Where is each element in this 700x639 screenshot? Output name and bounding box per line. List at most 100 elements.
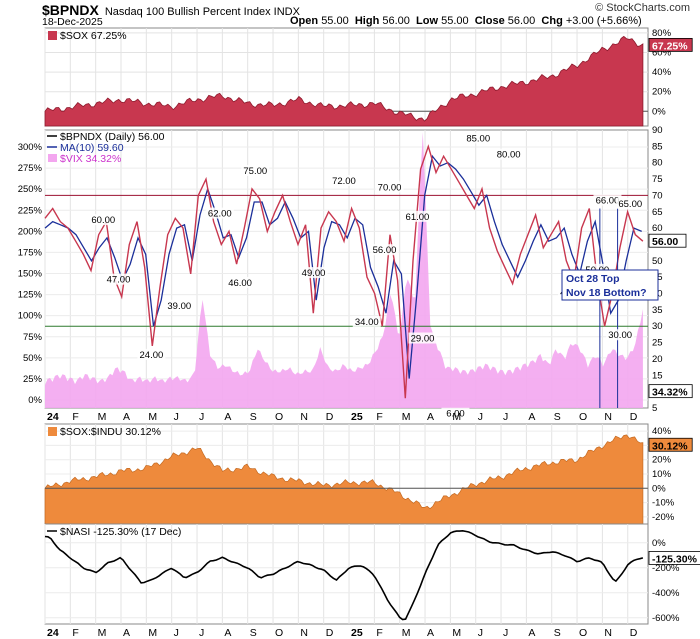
nasi-tick-label: -600% [652,613,680,624]
nasi-last-value-box [648,551,700,565]
vix-last-value: 34.32% [648,384,693,399]
annotation-label: 66.00 [596,195,620,206]
bpndx-legend-2: $VIX 34.32% [60,153,121,165]
annotation-bg [408,332,437,344]
x-axis-label-top: M [402,411,411,423]
bpndx-left-tick: 175% [18,247,43,258]
ratio-tick-label: -10% [652,498,675,509]
exchange: INDX [273,6,300,18]
vix-last-value-text: 34.32% [652,387,688,399]
bpndx-right-tick: 15 [652,370,663,381]
x-axis-label-top: 24 [47,411,59,423]
callout-line-2: Nov 18 Bottom? [566,287,647,299]
header-date: 18-Dec-2025 [42,16,103,28]
bpndx-left-tick: 125% [18,290,43,301]
x-axis-label-top: A [528,411,535,423]
x-axis-label-bottom: A [123,627,130,639]
annotation-bg [583,263,612,275]
annotation-bg [137,348,166,360]
annotation-bg [299,267,328,279]
x-axis-label-top: O [275,411,283,423]
high-value: 56.00 [382,15,410,27]
nasi-legend: $NASI -125.30% (17 Dec) [60,526,181,538]
x-axis-label-bottom: S [250,627,257,639]
low-label: Low [416,15,439,27]
ratio-last-value: 30.12% [648,437,693,452]
bpndx-last-value-box [648,233,687,248]
ratio-last-value-text: 30.12% [652,440,688,452]
ratio-tick-label: 20% [652,455,672,466]
sox-tick-label: 40% [652,67,672,78]
bpndx-left-tick: 100% [18,311,43,322]
x-axis-label-bottom: F [72,627,78,639]
annotation-bg [616,197,645,209]
bpndx-left-tick: 75% [23,332,43,343]
x-axis-label-bottom: D [630,627,638,639]
bpndx-left-tick: 150% [18,269,43,280]
x-axis-label-top: F [72,411,78,423]
bpndx-right-tick: 20 [652,354,663,365]
bpndx-legend-1: MA(10) 59.60 [60,142,124,154]
annotation-bg [593,194,622,206]
annotation-bg [241,165,270,177]
bpndx-right-tick: 50 [652,256,663,267]
sox-tick-label: 20% [652,87,672,98]
annotation-bg [205,207,234,219]
sox-tick-label: 0% [652,106,666,117]
annotation-bg [606,329,635,341]
chg-label: Chg [541,15,563,27]
bpndx-line [44,144,644,399]
ratio-last-value-box [648,437,693,452]
bpndx-left-tick: 250% [18,184,43,195]
chg-value: +3.00 (+5.66%) [565,15,642,27]
bpndx-right-tick: 85 [652,141,663,152]
annotation-label: 60.00 [91,215,115,226]
sox-legend: $SOX 67.25% [60,30,127,42]
bpndx-right-tick: 80 [652,158,663,169]
bpndx-right-tick: 60 [652,223,663,234]
header-row-1: $BPNDX Nasdaq 100 Bullish Percent Index … [42,2,300,18]
x-axis-label-top: J [503,411,508,423]
x-axis-label-top: D [630,411,638,423]
x-axis-label-bottom: N [300,627,308,639]
annotation-bg [165,299,194,311]
annotation-label: 30.00 [608,330,632,341]
annotation-bg [370,244,399,256]
close-label: Close [474,15,505,27]
vix-legend-swatch [48,154,57,162]
x-axis-label-top: D [326,411,334,423]
bpndx-right-tick: 25 [652,338,663,349]
annotation-label: 62.00 [208,209,232,220]
callout-box [561,269,659,301]
x-axis-label-top: F [376,411,382,423]
ratio-legend-swatch [48,427,57,436]
callout-line-1: Oct 28 Top [566,273,619,285]
annotation-label: 39.00 [167,301,191,312]
x-axis-label-top: A [224,411,231,423]
bpndx-left-tick: 200% [18,226,43,237]
annotation-label: 29.00 [411,334,435,345]
ratio-area [44,434,644,525]
annotation-bg [89,214,118,226]
sox-last-value: 67.25% [648,37,693,52]
annotation-bg [441,407,470,419]
symbol: $BPNDX [42,2,99,18]
annotation-label: 6.00 [446,409,465,420]
annotation-bg [104,273,133,285]
bpndx-last-value-text: 56.00 [652,236,678,248]
bpndx-left-tick: 50% [23,353,43,364]
annotation-bg [226,276,255,288]
annotation-bg [464,132,493,144]
bpndx-left-tick: 275% [18,163,43,174]
x-axis-label-bottom: A [528,627,535,639]
ratio-tick-label: 10% [652,469,672,480]
x-axis-label-bottom: A [224,627,231,639]
x-axis-label-bottom: J [503,627,508,639]
sox-area [44,35,644,127]
x-axis-label-top: M [98,411,107,423]
bpndx-legend-0: $BPNDX (Daily) 56.00 [60,131,165,143]
low-value: 55.00 [441,15,469,27]
annotation-bg [375,181,404,193]
x-axis-label-bottom: M [452,627,461,639]
